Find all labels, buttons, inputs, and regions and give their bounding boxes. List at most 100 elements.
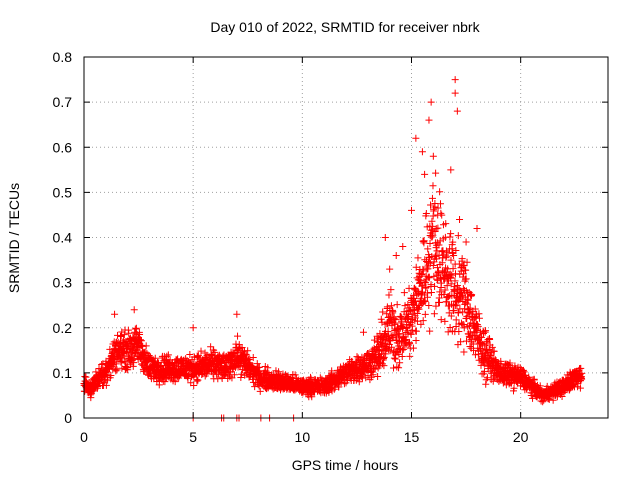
- data-point: [255, 363, 263, 371]
- data-point: [118, 364, 126, 372]
- data-point: [434, 204, 442, 212]
- data-point: [443, 282, 451, 290]
- data-point: [194, 376, 202, 384]
- data-point: [454, 309, 462, 317]
- data-point: [577, 364, 585, 372]
- x-tick-label: 10: [295, 429, 311, 445]
- axis-ticks: [83, 56, 608, 419]
- data-point: [348, 357, 356, 365]
- data-point: [132, 324, 140, 332]
- chart-title: Day 010 of 2022, SRMTID for receiver nbr…: [210, 19, 480, 35]
- data-point: [445, 293, 453, 301]
- data-point: [399, 243, 407, 251]
- data-point: [441, 286, 449, 294]
- data-point: [455, 327, 463, 335]
- data-point: [463, 337, 471, 345]
- data-point: [510, 384, 518, 392]
- y-tick-label: 0.4: [53, 230, 73, 246]
- data-point: [429, 212, 437, 220]
- data-point: [398, 346, 406, 354]
- data-point: [576, 384, 584, 392]
- data-point: [421, 170, 429, 178]
- data-point: [446, 324, 454, 332]
- data-point: [112, 367, 120, 375]
- data-point: [458, 290, 466, 298]
- data-point: [415, 305, 423, 313]
- data-point: [408, 326, 416, 334]
- data-point: [141, 348, 149, 356]
- data-point: [380, 353, 388, 361]
- data-point: [446, 233, 454, 241]
- data-point: [186, 350, 194, 358]
- data-point: [447, 256, 455, 264]
- data-point: [449, 238, 457, 246]
- data-point: [448, 271, 456, 279]
- data-point: [442, 220, 450, 228]
- data-point: [124, 366, 132, 374]
- y-tick-label: 0.8: [53, 49, 73, 65]
- data-point: [428, 217, 436, 225]
- data-point: [393, 363, 401, 371]
- data-point: [474, 322, 482, 330]
- data-point: [307, 373, 315, 381]
- data-point: [436, 188, 444, 196]
- data-point: [447, 166, 455, 174]
- data-point: [377, 341, 385, 349]
- data-point: [398, 352, 406, 360]
- data-point: [465, 332, 473, 340]
- data-point: [451, 76, 459, 84]
- data-point: [409, 307, 417, 315]
- data-point: [482, 380, 490, 388]
- data-point: [380, 354, 388, 362]
- data-point: [429, 182, 437, 190]
- data-point: [328, 367, 336, 375]
- data-point: [419, 267, 427, 275]
- data-point: [136, 336, 144, 344]
- data-point: [539, 398, 547, 406]
- data-point: [395, 330, 403, 338]
- data-point: [107, 371, 115, 379]
- x-tick-label: 20: [513, 429, 529, 445]
- data-point: [142, 342, 150, 350]
- data-point: [453, 301, 461, 309]
- data-point: [433, 275, 441, 283]
- data-point: [478, 333, 486, 341]
- data-point: [460, 348, 468, 356]
- data-point: [470, 346, 478, 354]
- x-axis-label: GPS time / hours: [292, 457, 399, 473]
- data-point: [193, 377, 201, 385]
- data-point: [456, 215, 464, 223]
- data-point: [442, 254, 450, 262]
- data-point: [490, 347, 498, 355]
- data-point: [462, 266, 470, 274]
- data-point: [435, 270, 443, 278]
- data-point: [464, 309, 472, 317]
- data-point: [462, 275, 470, 283]
- data-point: [249, 354, 257, 362]
- data-point: [558, 392, 566, 400]
- data-point: [466, 304, 474, 312]
- data-point: [171, 378, 179, 386]
- data-point: [417, 320, 425, 328]
- data-point: [377, 315, 385, 323]
- data-point: [408, 206, 415, 214]
- data-point: [400, 345, 408, 353]
- data-point: [164, 351, 172, 359]
- data-point: [430, 272, 438, 280]
- data-point: [429, 152, 437, 160]
- data-point: [388, 343, 396, 351]
- data-point: [468, 291, 476, 299]
- data-point: [238, 370, 246, 378]
- data-point: [441, 317, 449, 325]
- data-point: [246, 355, 254, 363]
- data-point: [429, 262, 437, 270]
- data-point: [425, 273, 433, 281]
- data-point: [396, 359, 404, 367]
- data-point: [189, 324, 197, 332]
- data-point: [111, 310, 119, 318]
- data-point: [412, 337, 420, 345]
- data-point: [130, 306, 138, 314]
- data-point: [578, 369, 586, 377]
- data-point: [460, 262, 468, 270]
